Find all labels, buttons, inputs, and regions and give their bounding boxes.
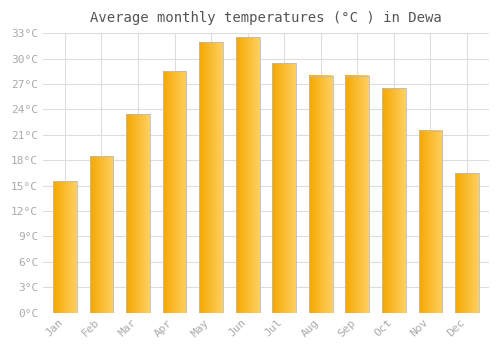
Bar [346,76,369,313]
Bar [90,156,114,313]
Bar [309,76,332,313]
Bar [53,181,77,313]
Title: Average monthly temperatures (°C ) in Dewa: Average monthly temperatures (°C ) in De… [90,11,442,25]
Bar [455,173,479,313]
Bar [272,63,296,313]
Bar [162,71,186,313]
Bar [382,88,406,313]
Bar [126,114,150,313]
Bar [236,37,260,313]
Bar [199,42,223,313]
Bar [418,131,442,313]
